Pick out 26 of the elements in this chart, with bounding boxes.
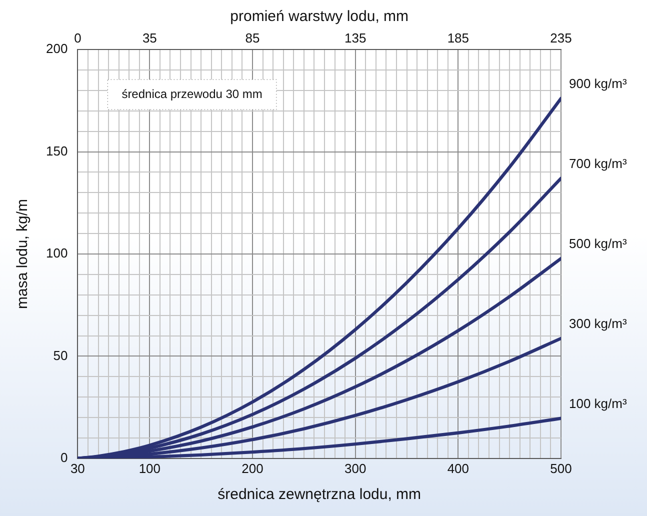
series-label: 100 kg/m³: [569, 396, 628, 411]
y-tick-label: 0: [60, 450, 68, 465]
y-tick-label: 200: [46, 41, 68, 56]
x2-tick-label: 85: [245, 30, 260, 46]
y-tick-label: 150: [46, 143, 68, 158]
x2-tick-label: 135: [344, 30, 366, 46]
series-label: 300 kg/m³: [569, 316, 628, 331]
x-tick-label: 100: [138, 460, 161, 476]
x2-axis-title: promień warstwy lodu, mm: [230, 8, 409, 26]
series-label: 500 kg/m³: [569, 236, 628, 252]
y-axis-title: masa lodu, kg/m: [14, 198, 32, 310]
x-tick-label: 300: [344, 460, 366, 476]
x2-tick-label: 0: [74, 30, 82, 46]
x-tick-label: 200: [242, 460, 264, 476]
x-tick-label: 30: [70, 460, 85, 476]
x2-tick-label: 185: [447, 30, 470, 46]
series-label: 700 kg/m³: [569, 156, 628, 171]
x-tick-label: 500: [550, 460, 572, 476]
y-tick-label: 100: [46, 246, 68, 261]
x2-tick-label: 235: [550, 30, 572, 46]
x-axis-title: średnica zewnętrzna lodu, mm: [218, 486, 422, 504]
annotation: średnica przewodu 30 mm: [122, 86, 262, 101]
y-tick-label: 50: [53, 348, 68, 363]
x2-tick-label: 35: [142, 30, 157, 46]
x-tick-label: 400: [447, 460, 470, 476]
series-label: 900 kg/m³: [569, 76, 628, 92]
